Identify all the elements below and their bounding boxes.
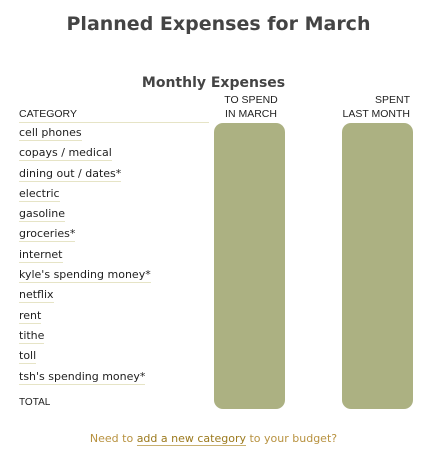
spent-last-month-column-placeholder	[342, 123, 413, 409]
category-row: tsh's spending money*	[19, 368, 209, 388]
category-label[interactable]: kyle's spending money*	[19, 268, 151, 284]
spent-column-header: SPENT LAST MONTH	[336, 93, 410, 121]
spent-header-line-2: LAST MONTH	[342, 108, 410, 120]
category-row: copays / medical	[19, 144, 209, 164]
category-row: tithe	[19, 327, 209, 347]
footer-message: Need to add a new category to your budge…	[0, 432, 427, 446]
category-label[interactable]: tsh's spending money*	[19, 369, 146, 385]
footer-prefix: Need to	[89, 432, 137, 445]
to-spend-header-line-1: TO SPEND	[224, 94, 278, 106]
section-title: Monthly Expenses	[141, 75, 286, 91]
header-divider	[19, 122, 209, 123]
category-row: kyle's spending money*	[19, 266, 209, 286]
category-label[interactable]: copays / medical	[19, 146, 112, 162]
category-row: dining out / dates*	[19, 165, 209, 185]
category-list: cell phones copays / medical dining out / …	[19, 124, 209, 388]
to-spend-column-header: TO SPEND IN MARCH	[216, 93, 286, 121]
to-spend-column-placeholder	[214, 123, 285, 409]
category-column-header: CATEGORY	[19, 108, 77, 120]
category-row: cell phones	[19, 124, 209, 144]
category-row: electric	[19, 185, 209, 205]
category-label[interactable]: electric	[19, 186, 60, 202]
spent-header-line-1: SPENT	[374, 94, 410, 106]
page-title: Planned Expenses for March	[66, 13, 371, 35]
category-label[interactable]: rent	[19, 308, 42, 324]
category-row: netflix	[19, 286, 209, 306]
footer-suffix: to your budget?	[245, 432, 338, 445]
category-label[interactable]: toll	[19, 349, 37, 365]
category-label[interactable]: groceries*	[19, 227, 76, 243]
add-category-link[interactable]: add a new category	[136, 432, 246, 446]
category-row: rent	[19, 307, 209, 327]
to-spend-header-line-2: IN MARCH	[225, 108, 277, 120]
category-label[interactable]: dining out / dates*	[19, 166, 122, 182]
category-label[interactable]: cell phones	[19, 126, 82, 141]
category-row: gasoline	[19, 205, 209, 225]
total-label: TOTAL	[19, 397, 51, 408]
category-row: toll	[19, 347, 209, 367]
category-label[interactable]: tithe	[19, 328, 45, 344]
category-label[interactable]: gasoline	[19, 207, 66, 223]
category-label[interactable]: internet	[19, 247, 63, 263]
category-label[interactable]: netflix	[19, 288, 54, 304]
category-row: internet	[19, 246, 209, 266]
category-row: groceries*	[19, 225, 209, 245]
